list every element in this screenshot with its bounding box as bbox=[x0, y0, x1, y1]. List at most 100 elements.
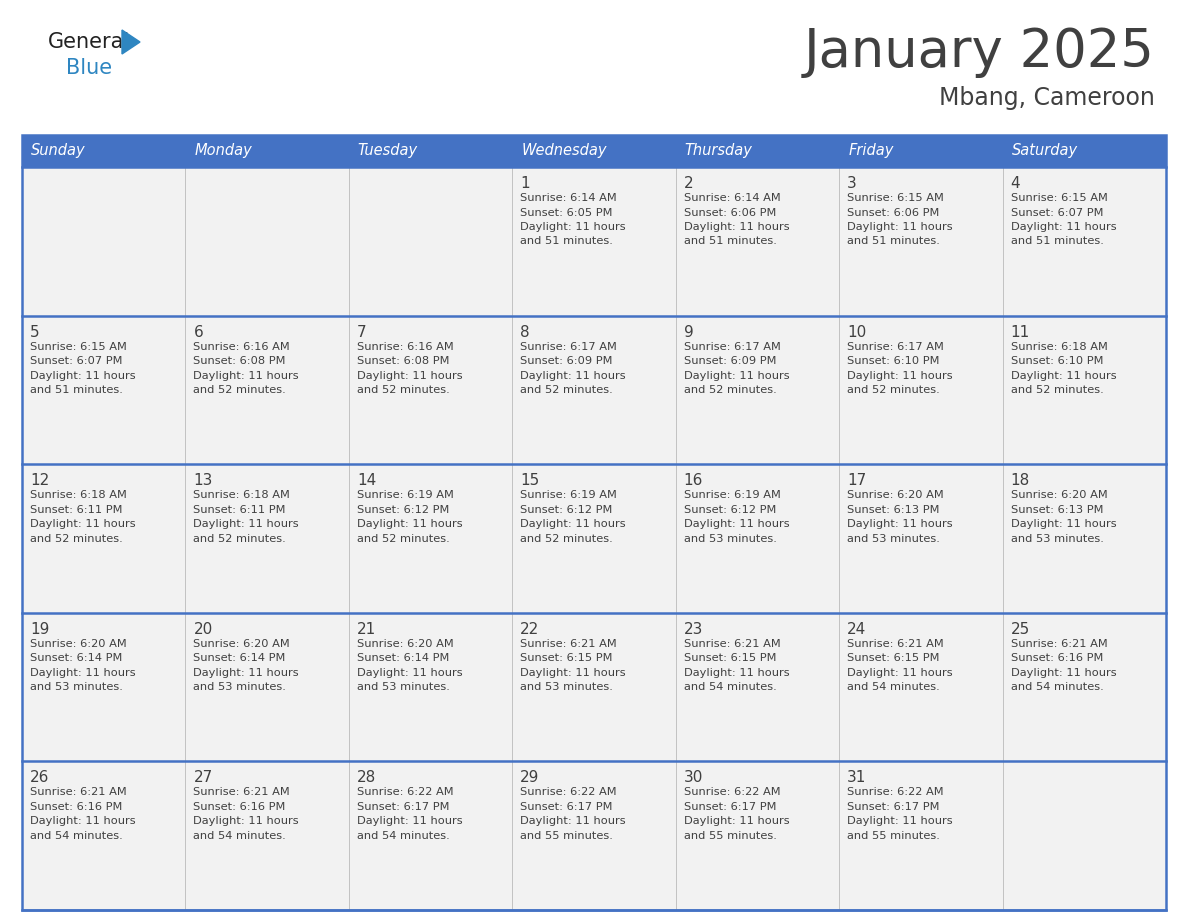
Text: Sunset: 6:14 PM: Sunset: 6:14 PM bbox=[30, 654, 122, 664]
Text: Daylight: 11 hours: Daylight: 11 hours bbox=[194, 520, 299, 529]
Text: Daylight: 11 hours: Daylight: 11 hours bbox=[684, 816, 789, 826]
Text: and 55 minutes.: and 55 minutes. bbox=[520, 831, 613, 841]
Text: Daylight: 11 hours: Daylight: 11 hours bbox=[30, 520, 135, 529]
Text: Sunset: 6:14 PM: Sunset: 6:14 PM bbox=[356, 654, 449, 664]
Text: Sunrise: 6:21 AM: Sunrise: 6:21 AM bbox=[847, 639, 944, 649]
Text: Sunrise: 6:17 AM: Sunrise: 6:17 AM bbox=[847, 341, 944, 352]
Text: 3: 3 bbox=[847, 176, 857, 191]
Text: Daylight: 11 hours: Daylight: 11 hours bbox=[847, 520, 953, 529]
Text: 2: 2 bbox=[684, 176, 694, 191]
Text: Sunrise: 6:22 AM: Sunrise: 6:22 AM bbox=[356, 788, 454, 798]
Text: Sunrise: 6:19 AM: Sunrise: 6:19 AM bbox=[684, 490, 781, 500]
Text: Sunrise: 6:21 AM: Sunrise: 6:21 AM bbox=[194, 788, 290, 798]
Bar bbox=[23, 613, 1165, 761]
Text: Sunrise: 6:20 AM: Sunrise: 6:20 AM bbox=[847, 490, 944, 500]
Text: 4: 4 bbox=[1011, 176, 1020, 191]
Text: Blue: Blue bbox=[67, 58, 112, 78]
Bar bbox=[512, 135, 676, 167]
Polygon shape bbox=[122, 30, 140, 54]
Text: and 52 minutes.: and 52 minutes. bbox=[356, 533, 449, 543]
Text: and 52 minutes.: and 52 minutes. bbox=[194, 533, 286, 543]
Text: Sunset: 6:13 PM: Sunset: 6:13 PM bbox=[847, 505, 940, 515]
Bar bbox=[23, 761, 1165, 910]
Bar bbox=[676, 135, 839, 167]
Text: Sunrise: 6:14 AM: Sunrise: 6:14 AM bbox=[684, 193, 781, 203]
Text: Daylight: 11 hours: Daylight: 11 hours bbox=[30, 371, 135, 381]
Text: and 54 minutes.: and 54 minutes. bbox=[1011, 682, 1104, 692]
Text: Daylight: 11 hours: Daylight: 11 hours bbox=[684, 222, 789, 232]
Text: and 54 minutes.: and 54 minutes. bbox=[30, 831, 122, 841]
Text: Sunrise: 6:17 AM: Sunrise: 6:17 AM bbox=[520, 341, 617, 352]
Text: and 52 minutes.: and 52 minutes. bbox=[520, 385, 613, 395]
Text: Sunrise: 6:21 AM: Sunrise: 6:21 AM bbox=[684, 639, 781, 649]
Text: Daylight: 11 hours: Daylight: 11 hours bbox=[1011, 667, 1117, 677]
Text: 24: 24 bbox=[847, 621, 866, 637]
Text: Wednesday: Wednesday bbox=[522, 143, 607, 159]
Text: Sunset: 6:15 PM: Sunset: 6:15 PM bbox=[847, 654, 940, 664]
Text: 19: 19 bbox=[30, 621, 50, 637]
Text: Sunrise: 6:22 AM: Sunrise: 6:22 AM bbox=[847, 788, 943, 798]
Text: Sunset: 6:08 PM: Sunset: 6:08 PM bbox=[356, 356, 449, 366]
Text: 6: 6 bbox=[194, 325, 203, 340]
Text: Sunrise: 6:20 AM: Sunrise: 6:20 AM bbox=[30, 639, 127, 649]
Text: 22: 22 bbox=[520, 621, 539, 637]
Text: Sunrise: 6:15 AM: Sunrise: 6:15 AM bbox=[1011, 193, 1107, 203]
Text: 9: 9 bbox=[684, 325, 694, 340]
Text: and 52 minutes.: and 52 minutes. bbox=[194, 385, 286, 395]
Text: and 55 minutes.: and 55 minutes. bbox=[684, 831, 777, 841]
Bar bbox=[23, 167, 1165, 316]
Text: Sunset: 6:12 PM: Sunset: 6:12 PM bbox=[356, 505, 449, 515]
Text: Daylight: 11 hours: Daylight: 11 hours bbox=[847, 667, 953, 677]
Text: Daylight: 11 hours: Daylight: 11 hours bbox=[194, 371, 299, 381]
Text: Daylight: 11 hours: Daylight: 11 hours bbox=[1011, 222, 1117, 232]
Text: and 51 minutes.: and 51 minutes. bbox=[30, 385, 122, 395]
Text: 14: 14 bbox=[356, 473, 377, 488]
Text: Daylight: 11 hours: Daylight: 11 hours bbox=[520, 816, 626, 826]
Text: and 53 minutes.: and 53 minutes. bbox=[194, 682, 286, 692]
Text: and 54 minutes.: and 54 minutes. bbox=[194, 831, 286, 841]
Text: Sunrise: 6:16 AM: Sunrise: 6:16 AM bbox=[194, 341, 290, 352]
Text: Sunset: 6:10 PM: Sunset: 6:10 PM bbox=[1011, 356, 1104, 366]
Text: and 51 minutes.: and 51 minutes. bbox=[520, 237, 613, 247]
Text: Sunset: 6:17 PM: Sunset: 6:17 PM bbox=[684, 802, 776, 812]
Text: and 51 minutes.: and 51 minutes. bbox=[684, 237, 777, 247]
Text: Daylight: 11 hours: Daylight: 11 hours bbox=[847, 816, 953, 826]
Text: and 54 minutes.: and 54 minutes. bbox=[356, 831, 449, 841]
Text: and 53 minutes.: and 53 minutes. bbox=[520, 682, 613, 692]
Text: 28: 28 bbox=[356, 770, 377, 786]
Text: Sunset: 6:09 PM: Sunset: 6:09 PM bbox=[684, 356, 776, 366]
Text: Sunday: Sunday bbox=[31, 143, 86, 159]
Text: 20: 20 bbox=[194, 621, 213, 637]
Text: Sunrise: 6:20 AM: Sunrise: 6:20 AM bbox=[1011, 490, 1107, 500]
Text: 26: 26 bbox=[30, 770, 50, 786]
Text: 27: 27 bbox=[194, 770, 213, 786]
Text: Sunrise: 6:15 AM: Sunrise: 6:15 AM bbox=[847, 193, 944, 203]
Bar bbox=[349, 135, 512, 167]
Text: Daylight: 11 hours: Daylight: 11 hours bbox=[30, 816, 135, 826]
Text: Sunset: 6:16 PM: Sunset: 6:16 PM bbox=[194, 802, 286, 812]
Text: 31: 31 bbox=[847, 770, 866, 786]
Text: Monday: Monday bbox=[195, 143, 252, 159]
Text: Sunset: 6:06 PM: Sunset: 6:06 PM bbox=[684, 207, 776, 218]
Text: Sunset: 6:09 PM: Sunset: 6:09 PM bbox=[520, 356, 613, 366]
Bar bbox=[23, 316, 1165, 465]
Text: Daylight: 11 hours: Daylight: 11 hours bbox=[1011, 520, 1117, 529]
Text: January 2025: January 2025 bbox=[804, 26, 1155, 78]
Text: Sunrise: 6:22 AM: Sunrise: 6:22 AM bbox=[684, 788, 781, 798]
Text: Sunset: 6:10 PM: Sunset: 6:10 PM bbox=[847, 356, 940, 366]
Text: Daylight: 11 hours: Daylight: 11 hours bbox=[684, 371, 789, 381]
Text: Sunset: 6:11 PM: Sunset: 6:11 PM bbox=[30, 505, 122, 515]
Text: Sunset: 6:14 PM: Sunset: 6:14 PM bbox=[194, 654, 286, 664]
Text: Sunset: 6:05 PM: Sunset: 6:05 PM bbox=[520, 207, 613, 218]
Text: Sunrise: 6:18 AM: Sunrise: 6:18 AM bbox=[1011, 341, 1107, 352]
Text: Sunrise: 6:19 AM: Sunrise: 6:19 AM bbox=[520, 490, 617, 500]
Text: Sunrise: 6:22 AM: Sunrise: 6:22 AM bbox=[520, 788, 617, 798]
Text: and 55 minutes.: and 55 minutes. bbox=[847, 831, 940, 841]
Text: and 51 minutes.: and 51 minutes. bbox=[847, 237, 940, 247]
Text: 25: 25 bbox=[1011, 621, 1030, 637]
Text: 10: 10 bbox=[847, 325, 866, 340]
Text: Sunrise: 6:18 AM: Sunrise: 6:18 AM bbox=[30, 490, 127, 500]
Text: Daylight: 11 hours: Daylight: 11 hours bbox=[30, 667, 135, 677]
Text: and 52 minutes.: and 52 minutes. bbox=[684, 385, 777, 395]
Text: and 53 minutes.: and 53 minutes. bbox=[1011, 533, 1104, 543]
